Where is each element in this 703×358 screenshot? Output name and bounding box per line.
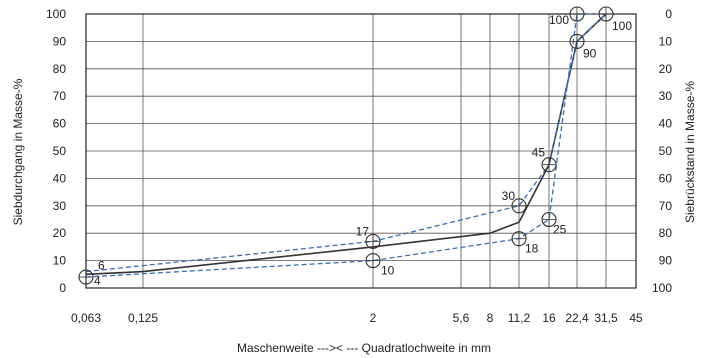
x-tick-label: 0,063 bbox=[71, 311, 101, 325]
x-ticks: 0,063 0,125 2 5,6 8 11,2 16 22,4 31,5 45 bbox=[71, 311, 643, 325]
point-value-label: 25 bbox=[553, 223, 567, 237]
y-right-tick-label: 50 bbox=[659, 144, 673, 158]
y-left-tick-label: 20 bbox=[53, 226, 67, 240]
y-right-tick-label: 40 bbox=[659, 117, 673, 131]
x-tick-label: 8 bbox=[487, 311, 494, 325]
point-value-label: 17 bbox=[356, 224, 370, 238]
y-right-tick-label: 100 bbox=[652, 281, 672, 295]
y-left-tick-label: 30 bbox=[53, 199, 67, 213]
series-layer bbox=[85, 13, 607, 278]
y-left-tick-label: 60 bbox=[53, 117, 67, 131]
y-right-tick-label: 0 bbox=[665, 7, 672, 21]
y-right-tick-label: 10 bbox=[659, 34, 673, 48]
x-tick-label: 0,125 bbox=[128, 311, 158, 325]
y-left-tick-label: 10 bbox=[53, 254, 67, 268]
x-tick-label: 45 bbox=[629, 311, 643, 325]
point-markers: 64 17 10 30 18 45 25 90 100 100 bbox=[78, 6, 632, 288]
y-right-tick-label: 80 bbox=[659, 226, 673, 240]
point-value-label: 100 bbox=[612, 19, 632, 33]
point-value-label: 90 bbox=[583, 46, 597, 60]
x-tick-label: 22,4 bbox=[565, 311, 589, 325]
y-left-tick-label: 70 bbox=[53, 89, 67, 103]
y-left-tick-label: 80 bbox=[53, 62, 67, 76]
x-tick-label: 5,6 bbox=[453, 311, 470, 325]
y-right-tick-label: 30 bbox=[659, 89, 673, 103]
series-line-1 bbox=[85, 13, 607, 276]
plot-frame bbox=[85, 13, 637, 289]
y-left-tick-label: 40 bbox=[53, 171, 67, 185]
y-left-tick-label: 50 bbox=[53, 144, 67, 158]
point-value-label: 6 bbox=[98, 259, 105, 273]
y-axis-left-label: Siebdurchgang in Masse-% bbox=[11, 78, 25, 225]
x-tick-label: 11,2 bbox=[508, 311, 531, 325]
series-line-2 bbox=[85, 13, 607, 273]
y-right-tick-label: 20 bbox=[659, 62, 673, 76]
y-right-tick-label: 70 bbox=[659, 199, 673, 213]
point-value-label: 10 bbox=[381, 264, 395, 278]
point-value-label: 45 bbox=[532, 146, 546, 160]
x-tick-label: 31,5 bbox=[594, 311, 618, 325]
x-tick-label: 16 bbox=[542, 311, 556, 325]
y-axis-right-label: Siebrückstand in Masse-% bbox=[683, 81, 697, 223]
y-left-tick-label: 90 bbox=[53, 34, 67, 48]
point-value-label: 18 bbox=[525, 242, 539, 256]
point-value-label: 100 bbox=[549, 13, 569, 27]
y-left-tick-label: 0 bbox=[59, 281, 66, 295]
series-line-3 bbox=[85, 13, 606, 278]
y-right-tick-label: 60 bbox=[659, 171, 673, 185]
y-right-tick-label: 90 bbox=[659, 254, 673, 268]
x-tick-label: 2 bbox=[370, 311, 377, 325]
grid-lines bbox=[85, 13, 637, 289]
left-y-ticks: 0 10 20 30 40 50 60 70 80 90 100 bbox=[46, 7, 66, 295]
x-axis-label: Maschenweite --->< --- Quadratlochweite … bbox=[237, 341, 491, 355]
point-value-label: 30 bbox=[502, 189, 516, 203]
y-left-tick-label: 100 bbox=[46, 7, 66, 21]
point-value-label: 4 bbox=[94, 274, 101, 288]
